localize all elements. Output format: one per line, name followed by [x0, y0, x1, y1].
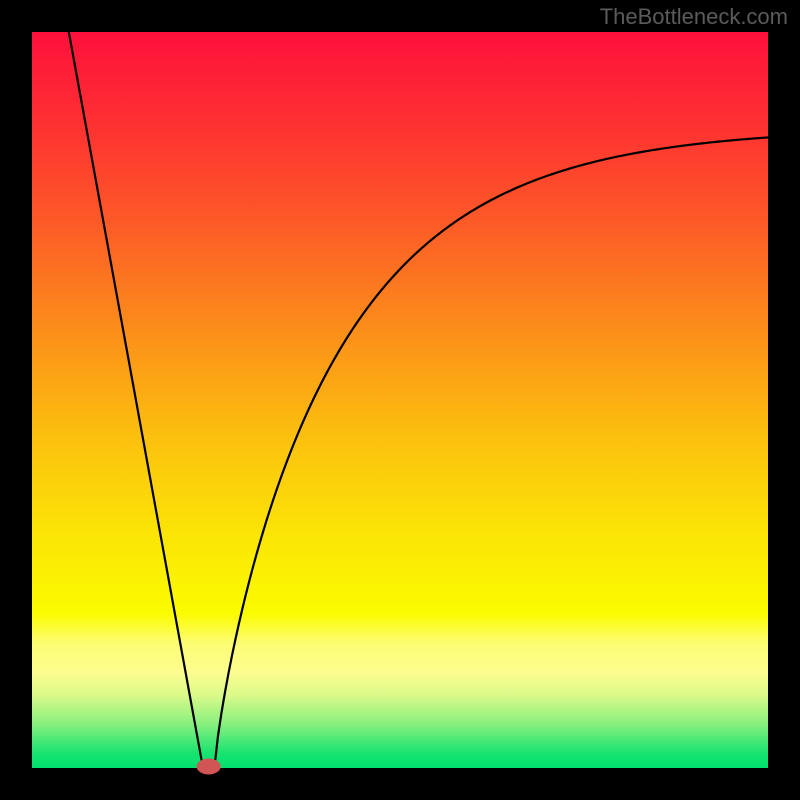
chart-plot-area	[32, 32, 768, 768]
chart-minimum-marker	[197, 759, 221, 775]
bottleneck-chart	[0, 0, 800, 800]
watermark-label: TheBottleneck.com	[600, 4, 788, 30]
chart-container: TheBottleneck.com	[0, 0, 800, 800]
